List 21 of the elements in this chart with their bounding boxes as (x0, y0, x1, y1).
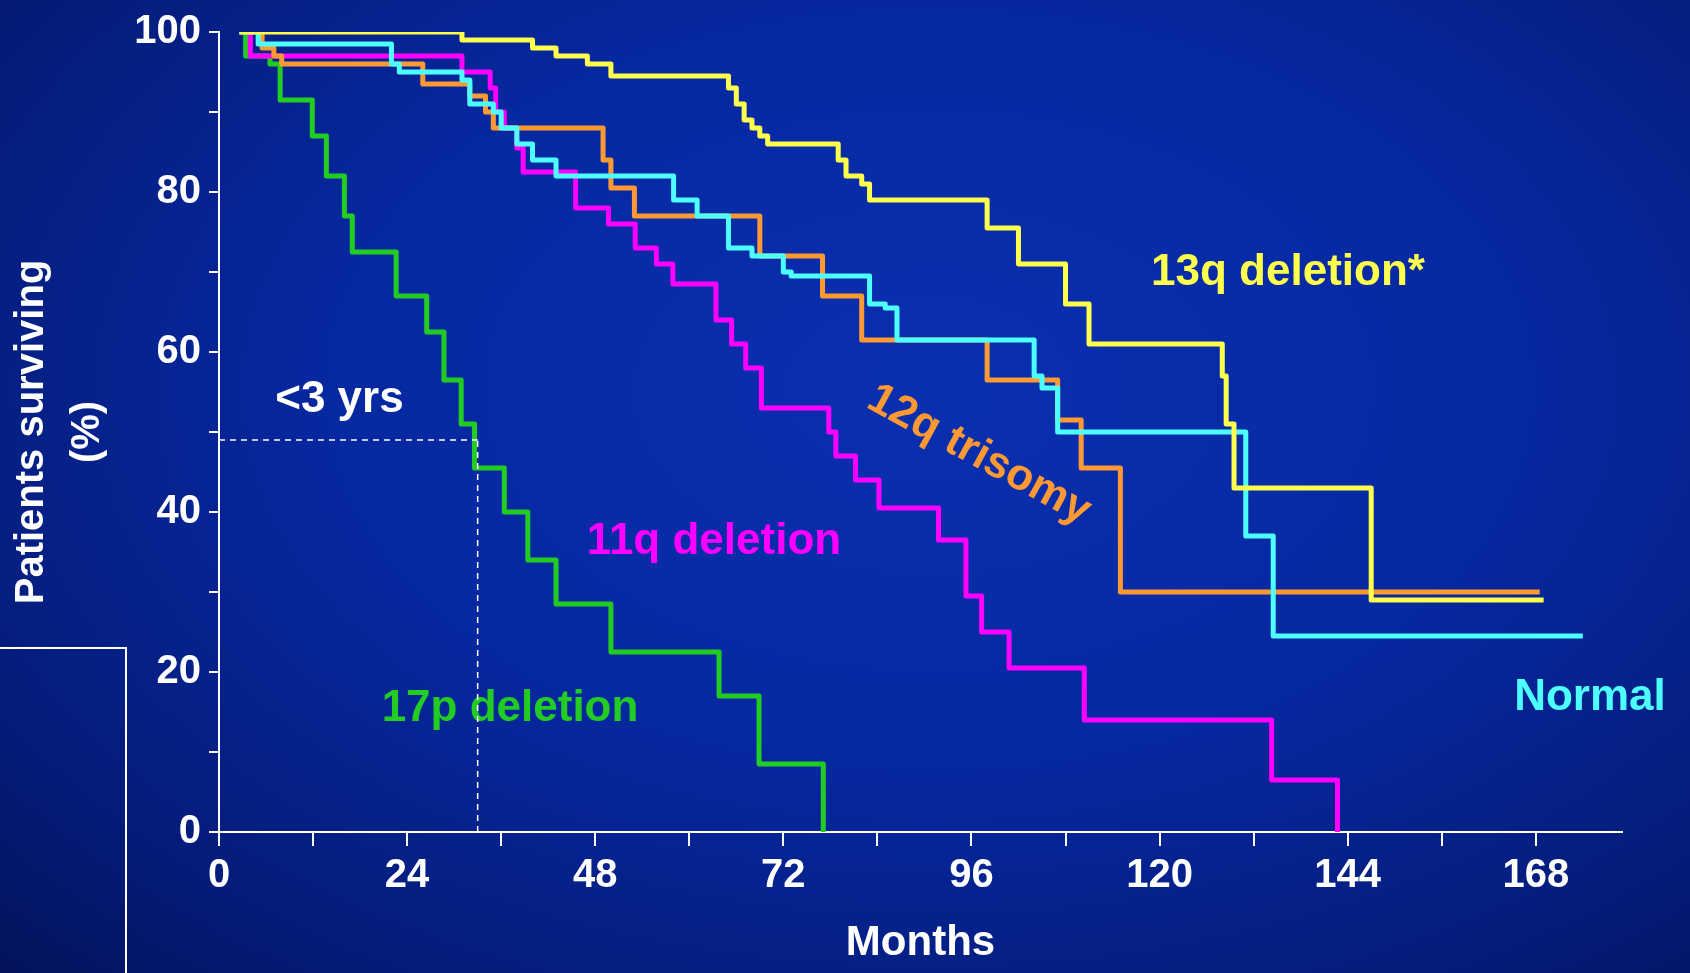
x-tick-label: 72 (761, 851, 806, 896)
x-tick-label: 144 (1314, 851, 1382, 896)
y-tick-label: 20 (156, 647, 201, 692)
series-label: 13q deletion* (1151, 245, 1426, 295)
x-tick-label: 96 (949, 851, 994, 896)
y-tick-label: 100 (134, 7, 201, 52)
x-tick-label: 168 (1502, 851, 1570, 896)
series-label: 11q deletion (586, 514, 842, 564)
x-tick-label: 120 (1126, 851, 1193, 896)
x-tick-label: 24 (384, 851, 431, 896)
series-label: Normal (1514, 670, 1666, 720)
y-tick-label: 0 (178, 807, 201, 852)
x-tick-label: 48 (572, 851, 618, 896)
y-tick-label: 80 (156, 167, 201, 212)
y-axis-title: Patients surviving (%) (7, 259, 108, 605)
series-label: 17p deletion (381, 681, 639, 731)
x-tick-label: 0 (207, 851, 231, 896)
y-tick-label: 60 (156, 327, 201, 372)
ref-line-label: <3 yrs (275, 372, 404, 422)
x-axis-title: Months (845, 917, 996, 965)
y-tick-label: 40 (156, 487, 201, 532)
